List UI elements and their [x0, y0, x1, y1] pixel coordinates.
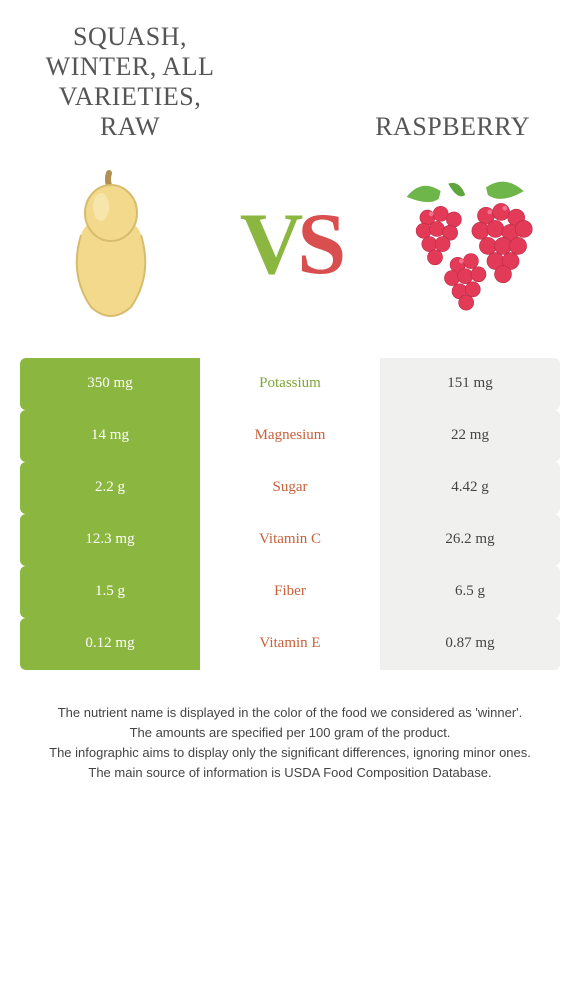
nutrient-label: Potassium	[200, 358, 380, 410]
footer-line: The infographic aims to display only the…	[26, 744, 554, 762]
vs-v: V	[240, 196, 298, 293]
vs-label: VS	[240, 194, 341, 295]
table-row: 12.3 mgVitamin C26.2 mg	[20, 514, 560, 566]
nutrient-label: Sugar	[200, 462, 380, 514]
value-left: 12.3 mg	[20, 514, 200, 566]
value-right: 6.5 g	[380, 566, 560, 618]
value-right: 151 mg	[380, 358, 560, 410]
squash-icon	[26, 160, 196, 330]
food-right-name: RASPBERRY	[340, 112, 540, 142]
footer-line: The main source of information is USDA F…	[26, 764, 554, 782]
value-left: 14 mg	[20, 410, 200, 462]
footer-line: The nutrient name is displayed in the co…	[26, 704, 554, 722]
nutrient-label: Magnesium	[200, 410, 380, 462]
infographic-container: SQUASH, WINTER, ALL VARIETIES, RAW RASPB…	[0, 0, 580, 812]
table-row: 350 mgPotassium151 mg	[20, 358, 560, 410]
images-row: VS	[20, 160, 560, 330]
footer-notes: The nutrient name is displayed in the co…	[20, 704, 560, 783]
value-left: 1.5 g	[20, 566, 200, 618]
food-left-name: SQUASH, WINTER, ALL VARIETIES, RAW	[40, 22, 220, 142]
nutrient-label: Vitamin E	[200, 618, 380, 670]
comparison-table: 350 mgPotassium151 mg14 mgMagnesium22 mg…	[20, 358, 560, 670]
value-left: 0.12 mg	[20, 618, 200, 670]
value-right: 0.87 mg	[380, 618, 560, 670]
value-right: 22 mg	[380, 410, 560, 462]
value-right: 4.42 g	[380, 462, 560, 514]
header: SQUASH, WINTER, ALL VARIETIES, RAW RASPB…	[20, 12, 560, 142]
value-left: 2.2 g	[20, 462, 200, 514]
table-row: 0.12 mgVitamin E0.87 mg	[20, 618, 560, 670]
value-left: 350 mg	[20, 358, 200, 410]
table-row: 1.5 gFiber6.5 g	[20, 566, 560, 618]
table-row: 14 mgMagnesium22 mg	[20, 410, 560, 462]
vs-s: S	[297, 196, 340, 293]
raspberry-icon	[384, 160, 554, 330]
footer-line: The amounts are specified per 100 gram o…	[26, 724, 554, 742]
nutrient-label: Vitamin C	[200, 514, 380, 566]
value-right: 26.2 mg	[380, 514, 560, 566]
table-row: 2.2 gSugar4.42 g	[20, 462, 560, 514]
nutrient-label: Fiber	[200, 566, 380, 618]
